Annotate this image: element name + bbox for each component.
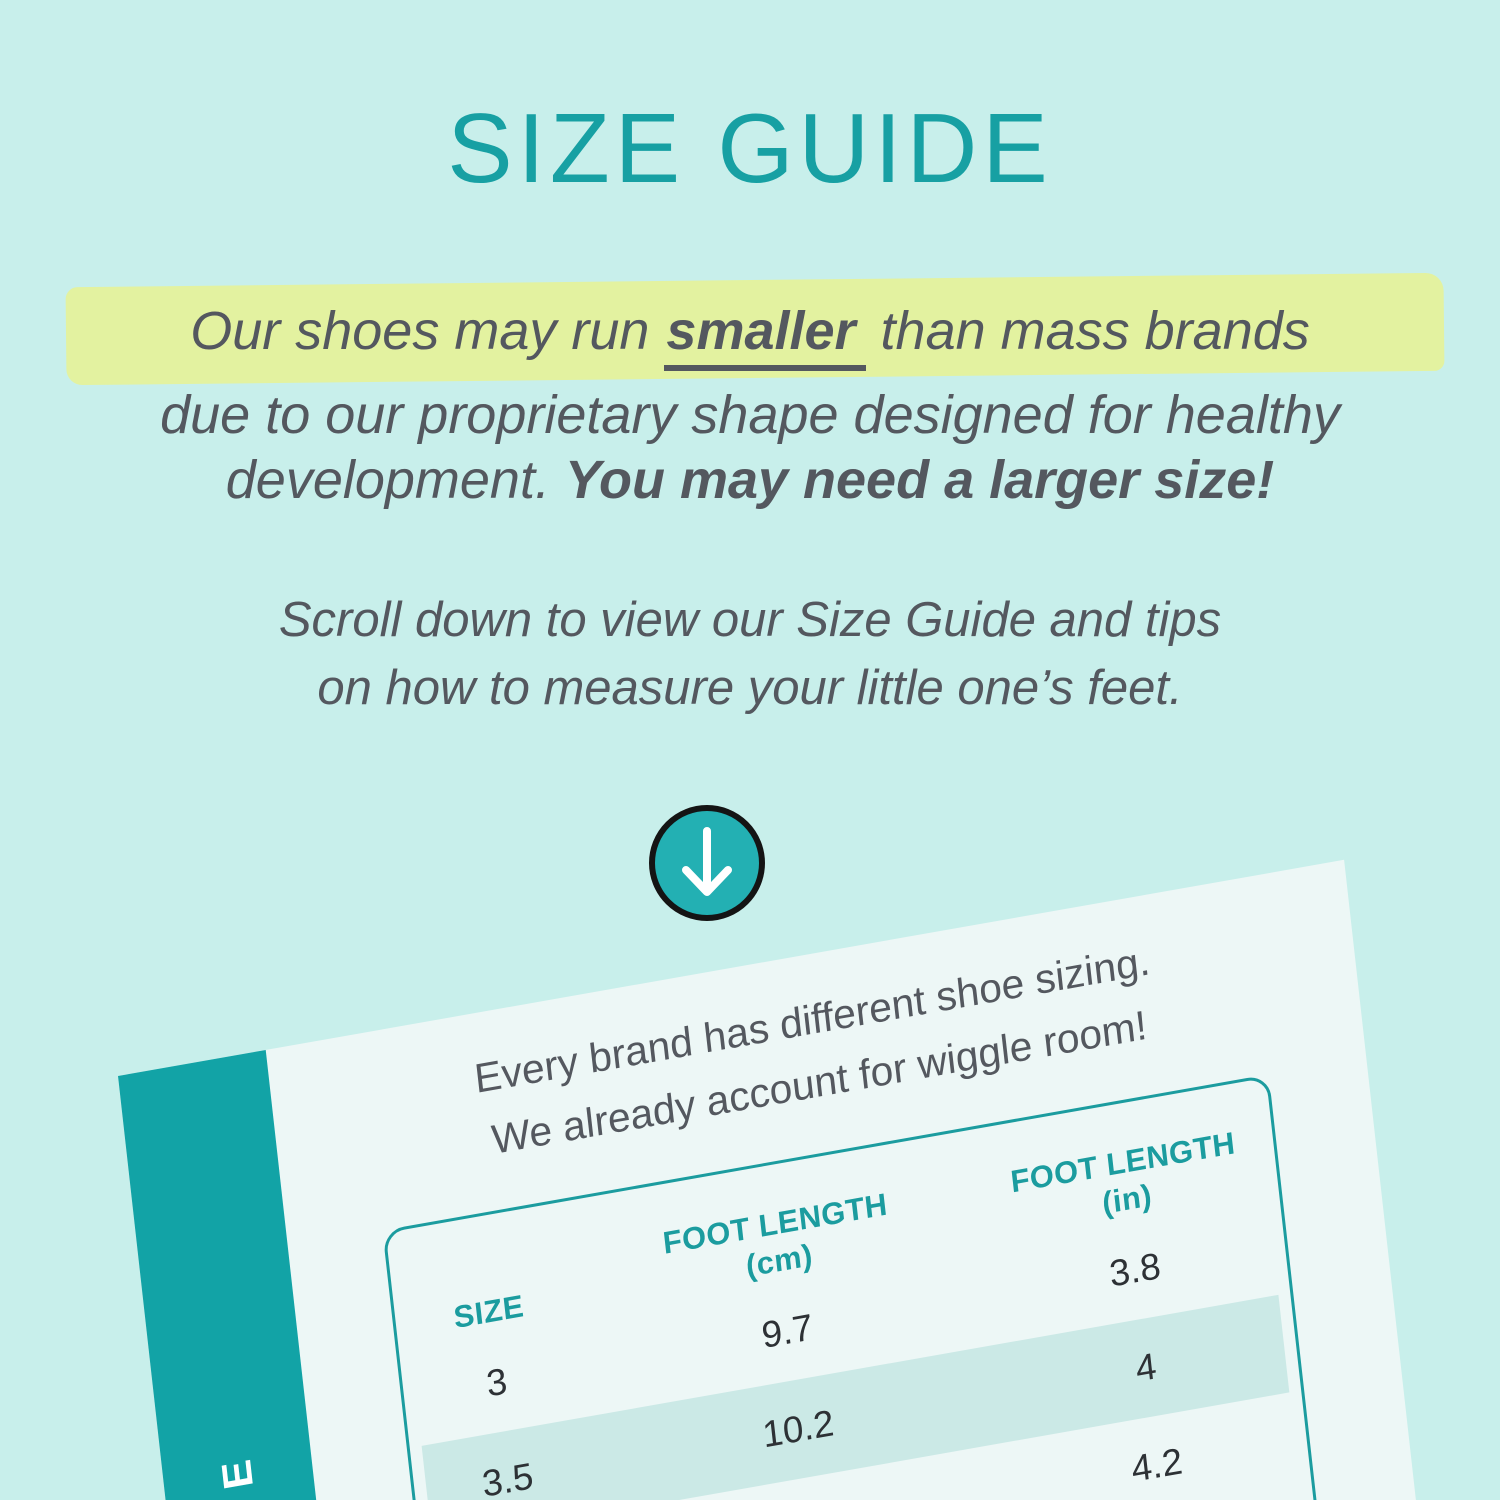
intro-highlight-line: Our shoes may run smaller than mass bran…: [0, 272, 1500, 386]
cell-size: 3.5: [480, 1455, 536, 1500]
side-stripe-label-box: SIZE: [153, 1359, 334, 1500]
intro-emphasis-smaller: smaller: [664, 301, 866, 371]
scroll-down-badge: [642, 798, 772, 928]
cell-size: 3: [484, 1360, 510, 1405]
intro-line-3: development. You may need a larger size!: [0, 449, 1500, 511]
intro-highlight-text: Our shoes may run smaller than mass bran…: [190, 301, 1310, 371]
scroll-note-line-1: Scroll down to view our Size Guide and t…: [278, 593, 1222, 647]
intro-line-3-bold: You may need a larger size!: [564, 450, 1275, 510]
intro-pre: Our shoes may run: [190, 301, 665, 361]
intro-line-2: due to our proprietary shape designed fo…: [160, 385, 1340, 445]
intro-line-3-pre: development.: [225, 450, 565, 510]
down-arrow-icon: [649, 805, 765, 921]
size-chart-card: SIZE Every brand has different shoe sizi…: [118, 859, 1456, 1500]
page-title: SIZE GUIDE: [447, 93, 1053, 203]
intro-post: than mass brands: [865, 301, 1310, 361]
scroll-note-line-2: on how to measure your little one’s feet…: [317, 661, 1183, 715]
side-stripe-label: SIZE: [211, 1442, 275, 1500]
